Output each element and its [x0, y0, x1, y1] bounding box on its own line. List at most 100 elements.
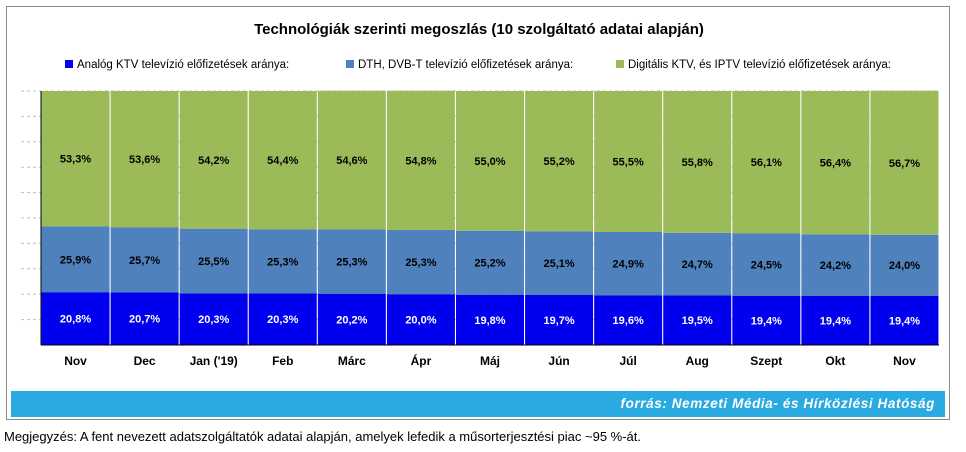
data-label: 25,7% [129, 255, 160, 267]
bar-segment-0-12 [870, 295, 939, 345]
data-label: 55,2% [543, 156, 574, 168]
bar-segment-2-7 [525, 91, 594, 232]
x-tick-label: Szept [750, 354, 782, 368]
x-tick-label: Máj [480, 354, 500, 368]
data-label: 55,0% [474, 156, 505, 168]
data-label: 20,3% [198, 314, 229, 326]
bar-segment-2-1 [110, 91, 179, 228]
bar-segment-1-3 [248, 229, 317, 294]
data-label: 19,4% [889, 315, 920, 327]
x-tick-label: Júl [619, 354, 636, 368]
bar-segment-0-3 [248, 293, 317, 345]
legend-swatch-digital [616, 60, 624, 68]
data-label: 20,7% [129, 314, 160, 326]
bar-segment-0-5 [386, 294, 455, 345]
data-label: 20,3% [267, 314, 298, 326]
bar-segment-1-7 [525, 231, 594, 295]
bar-segment-2-2 [179, 91, 248, 229]
bar-segment-1-8 [594, 231, 663, 296]
data-label: 20,8% [60, 314, 91, 326]
x-tick-label: Aug [686, 354, 709, 368]
data-label: 25,3% [336, 257, 367, 269]
legend-label-digital: Digitális KTV, és IPTV televízió előfize… [628, 59, 891, 71]
data-label: 56,1% [751, 157, 782, 169]
chart-frame: Technológiák szerinti megoszlás (10 szol… [6, 6, 950, 420]
x-tick-label: Dec [134, 354, 156, 368]
data-label: 19,4% [751, 315, 782, 327]
data-label: 53,6% [129, 154, 160, 166]
data-label: 24,2% [820, 260, 851, 272]
x-tick-label: Nov [893, 354, 916, 368]
bar-segment-2-9 [663, 91, 732, 233]
legend-item-analog: Analóg KTV televízió előfizetések aránya… [65, 59, 289, 71]
bar-segment-0-2 [179, 293, 248, 345]
data-label: 54,4% [267, 155, 298, 167]
bar-segment-0-9 [663, 295, 732, 345]
x-tick-label: Márc [338, 354, 366, 368]
source-text: forrás: Nemzeti Média- és Hírközlési Hat… [620, 396, 935, 411]
data-label: 19,4% [820, 315, 851, 327]
x-tick-label: Ápr [411, 353, 432, 368]
bar-segment-1-12 [870, 234, 939, 296]
bar-segment-2-4 [317, 90, 386, 230]
data-label: 25,3% [405, 257, 436, 269]
bar-segment-2-11 [801, 91, 870, 235]
data-label: 24,9% [613, 259, 644, 271]
footnote: Megjegyzés: A fent nevezett adatszolgált… [4, 429, 641, 444]
source-bar: forrás: Nemzeti Média- és Hírközlési Hat… [11, 391, 945, 417]
bar-segment-0-4 [317, 293, 386, 345]
bar-segment-0-6 [456, 294, 524, 345]
x-tick-label: Jan ('19) [190, 354, 238, 368]
data-label: 25,2% [474, 258, 505, 270]
legend-label-dth: DTH, DVB-T televízió előfizetések aránya… [358, 59, 574, 71]
x-tick-label: Jún [548, 354, 569, 368]
data-label: 54,6% [336, 155, 367, 167]
bar-segment-0-0 [41, 292, 110, 345]
data-label: 24,5% [751, 260, 782, 272]
legend-swatch-analog [65, 60, 73, 68]
bar-segment-0-7 [525, 294, 594, 345]
bar-segment-0-8 [594, 295, 663, 345]
bar-segment-1-2 [179, 228, 248, 294]
data-label: 54,2% [198, 155, 229, 167]
data-label: 25,5% [198, 256, 229, 268]
data-label: 19,7% [543, 315, 574, 327]
x-tick-label: Nov [64, 354, 87, 368]
legend-label-analog: Analóg KTV televízió előfizetések aránya… [77, 59, 290, 71]
data-label: 24,0% [889, 260, 920, 272]
bar-segment-1-10 [732, 233, 801, 296]
data-label: 20,2% [336, 314, 367, 326]
data-label: 20,0% [405, 315, 436, 327]
data-label: 19,6% [613, 315, 644, 327]
bar-segment-0-10 [732, 295, 801, 345]
data-label: 25,9% [60, 254, 91, 266]
data-label: 54,8% [405, 155, 436, 167]
data-label: 53,3% [60, 154, 91, 166]
bar-segment-1-9 [663, 232, 732, 296]
data-label: 19,5% [682, 315, 713, 327]
bar-segment-1-4 [317, 229, 386, 294]
data-label: 56,7% [889, 158, 920, 170]
bar-segment-1-6 [456, 230, 524, 295]
legend-item-dth: DTH, DVB-T televízió előfizetések aránya… [346, 59, 573, 71]
bar-segment-0-11 [801, 295, 870, 345]
bar-segment-2-3 [248, 91, 317, 230]
bar-segment-1-0 [41, 226, 110, 293]
data-label: 24,7% [682, 259, 713, 271]
data-label: 55,5% [613, 156, 644, 168]
bar-segment-2-10 [732, 91, 801, 234]
bar-segment-0-1 [110, 292, 179, 345]
bar-segment-2-5 [386, 90, 455, 230]
bar-segment-2-0 [41, 91, 110, 227]
data-label: 56,4% [820, 158, 851, 170]
bar-segment-2-12 [870, 90, 939, 235]
legend-item-digital: Digitális KTV, és IPTV televízió előfize… [616, 59, 891, 71]
bar-segment-1-11 [801, 234, 870, 296]
bar-segment-2-6 [456, 91, 524, 231]
x-tick-label: Okt [825, 354, 845, 368]
chart-title: Technológiák szerinti megoszlás (10 szol… [254, 21, 704, 38]
bar-chart-plot: 20,8% 25,9% 53,3% Nov 20,7% 25,7% 53,6% Dec 20,3… [21, 90, 939, 368]
data-label: 25,3% [267, 256, 298, 268]
legend-swatch-dth [346, 60, 354, 68]
bar-segment-2-8 [594, 91, 663, 232]
